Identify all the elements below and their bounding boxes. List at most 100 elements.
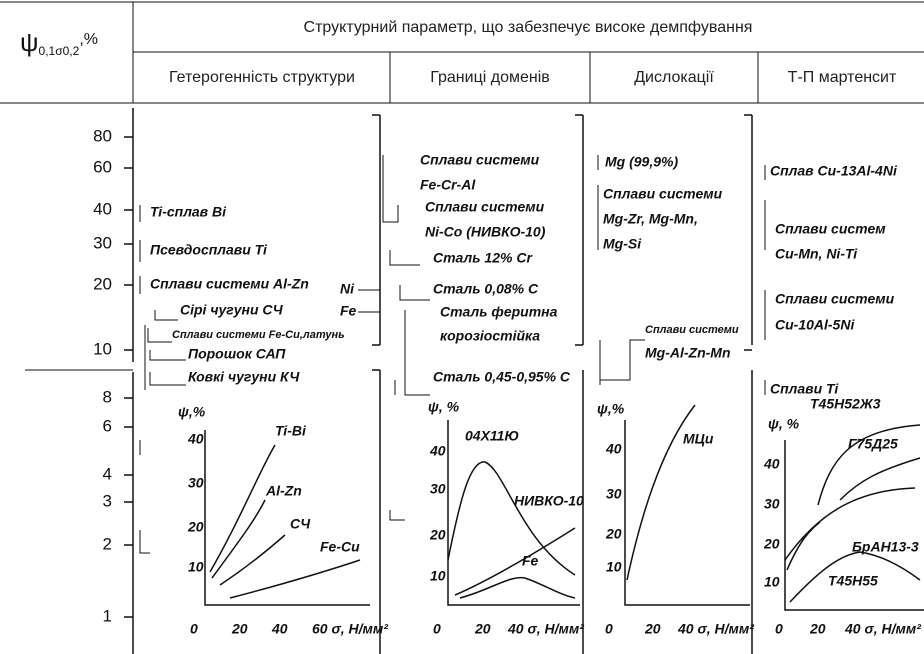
curve-label: СЧ [290,516,311,532]
inset-tick: 0 [190,621,198,637]
inset-tick: 20 [763,536,780,552]
inset-tick: 60 σ, Н/мм² [312,621,388,637]
scale-label: 6 [103,416,112,435]
material: Сплав Cu-13Al-4Ni [770,163,898,179]
inset-ylabel: ψ,% [597,401,625,417]
material: Cu-10Al-5Ni [775,317,855,333]
material: Сплави системи [603,186,723,202]
column-header: Границі доменів [430,69,550,86]
inset-tick: 20 [429,527,446,543]
material: Mg (99,9%) [605,154,678,170]
header: ψ0,1σ0,2,% Структурний параметр, що забе… [0,1,924,104]
material: Сплави системи Al-Zn [150,276,309,292]
psi: ψ [20,27,39,57]
inset-tick: 10 [430,568,446,584]
header-title: Структурний параметр, що забезпечує висо… [304,19,753,36]
inset-1: ψ, % 40 30 20 10 0 20 40 σ, Н/мм² 04Х11Ю… [428,399,584,637]
scale-label: 40 [93,199,112,218]
bracket [358,289,380,313]
material: Сплави системи [425,199,545,215]
inset-tick: 30 [764,496,780,512]
material: корозіостійка [440,328,540,344]
divider [744,114,753,654]
curve [784,424,921,603]
inset-axes [204,430,370,606]
scale-label: 60 [93,157,112,176]
material: Сплави Ti [770,381,839,397]
material: Mg-Zr, Mg-Mn, [603,211,698,227]
curve [447,461,576,599]
material: Сплави системи [775,291,895,307]
column-header: Т-П мартенсит [788,69,897,86]
inset-tick: 30 [430,481,446,497]
inset-tick: 40 σ, Н/мм² [844,621,921,637]
inset-ylabel: ψ,% [178,404,206,420]
scale-label: 80 [93,126,112,145]
curve-label: НИВКО-10 [514,493,584,509]
scale-label: 8 [103,387,112,406]
scale-label: 3 [103,491,112,510]
inset-tick: 20 [474,621,491,637]
inset-tick: 30 [188,475,204,491]
curve [209,444,361,599]
material: Fe-Cr-Al [420,177,476,193]
subscript: 0,1σ0,2 [39,44,80,58]
scale-label: 30 [93,233,112,252]
column-0: Ti-сплав Bi Псевдосплави Ti Сплави систе… [150,204,345,385]
material: Сплави системи Fe-Cu,латунь [172,329,345,341]
material: Сталь 0,45-0,95% С [433,369,571,385]
column-3: Сплав Cu-13Al-4Ni Сплави систем Cu-Mn, N… [770,163,898,397]
inset-tick: 40 [605,441,622,457]
material: Сплави системи [420,152,540,168]
inset-0: ψ,% 40 30 20 10 0 20 40 60 σ, Н/мм² Ti-B… [178,404,388,637]
curve-label: Т45Н52Ж3 [810,396,881,412]
material: Сталь 12% Cr [433,250,533,266]
inset-tick: 30 [606,486,622,502]
curve-label: БрАН13-3 [852,539,919,555]
material: Порошок САП [188,346,286,362]
curve-label: Al-Zn [265,483,302,499]
curve-label: 04Х11Ю [465,428,519,444]
scale-label: 4 [103,464,112,483]
inset-axes [784,440,924,611]
inset-tick: 0 [775,621,783,637]
material: Ti-сплав Bi [150,204,227,220]
curve-label: Fe [522,553,539,569]
inset-tick: 10 [188,559,204,575]
material: Ni [340,281,355,297]
curve [626,404,696,581]
curve-label: Г75Д25 [848,436,898,452]
inset-tick: 20 [605,526,622,542]
curve-label: Fe-Cu [320,539,360,555]
inset-3: ψ, % 40 30 20 10 0 20 40 σ, Н/мм² Т45Н52… [763,396,924,637]
symbol: ψ0,1σ0,2,% [20,27,98,58]
inset-ylabel: ψ, % [428,399,460,415]
scale-label: 10 [93,339,112,358]
material: Сталь феритна [440,304,558,320]
material: Сталь 0,08% С [433,281,539,297]
inset-axes [447,420,580,606]
inset-tick: 20 [187,519,204,535]
inset-tick: 10 [764,574,780,590]
column-dividers [372,114,753,654]
inset-ylabel: ψ, % [768,416,800,432]
material: Cu-Mn, Ni-Ti [775,246,858,262]
inset-tick: 0 [433,621,441,637]
material: Псевдосплави Ti [150,242,268,258]
material: Mg-Al-Zn-Mn [645,345,731,361]
inset-tick: 40 [429,443,446,459]
inset-tick: 20 [231,621,248,637]
curve-label: Т45Н55 [828,573,878,589]
curve-label: Ti-Bi [275,423,307,439]
material: Ковкі чугуни КЧ [188,369,300,385]
inset-tick: 0 [605,621,613,637]
inset-tick: 40 [187,431,204,447]
column-2: Mg (99,9%) Сплави системи Mg-Zr, Mg-Mn, … [603,154,739,361]
material: Сплави системи [645,324,739,336]
inset-tick: 10 [606,559,622,575]
scale: 80 60 40 30 20 10 8 6 4 3 2 1 [25,108,134,654]
scale-label: 2 [103,534,112,553]
scale-ticks [124,136,133,618]
brackets [139,155,766,554]
material: Ni-Co (НИВКО-10) [425,224,546,240]
